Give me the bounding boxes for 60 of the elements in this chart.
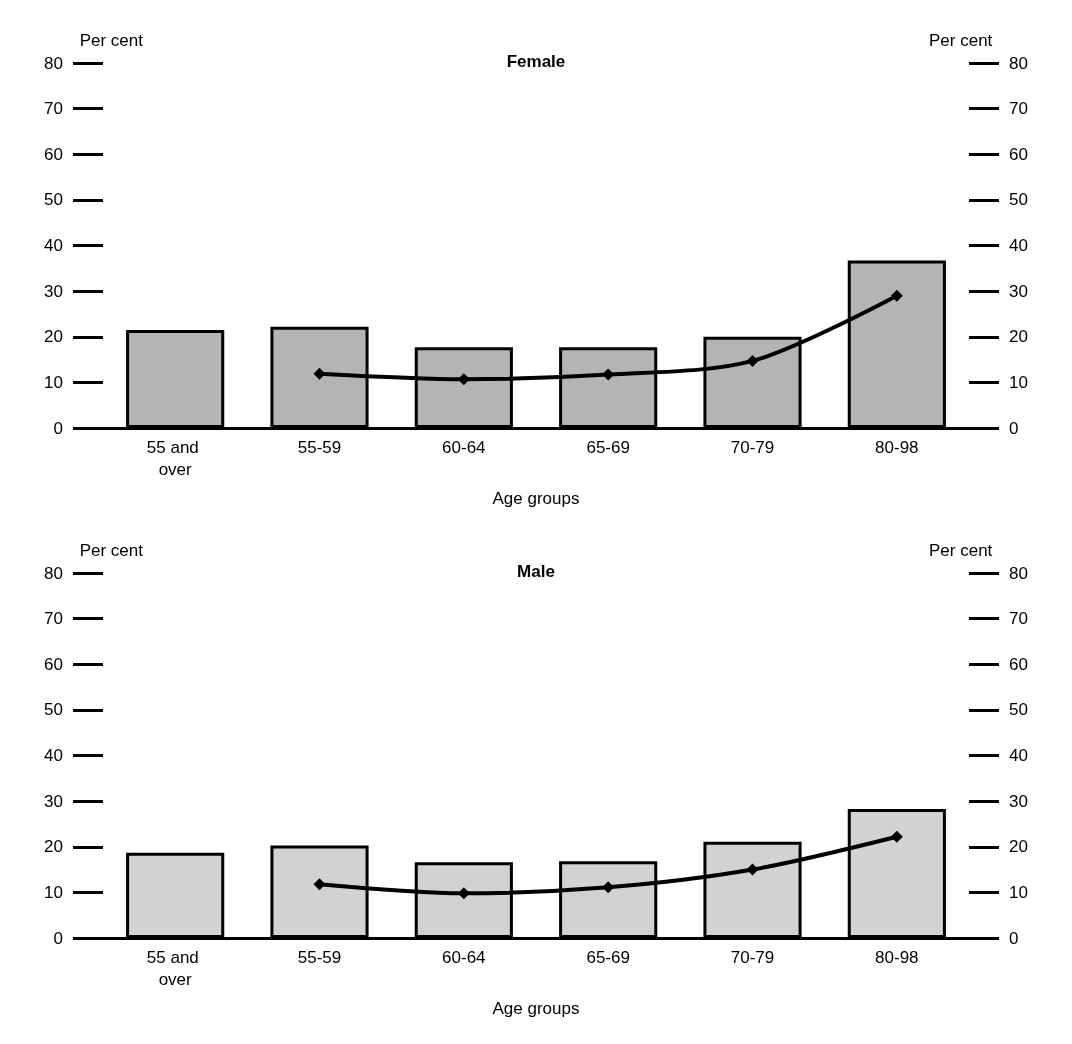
y2-tick-label: 30: [1009, 791, 1028, 811]
y-tick-label: 40: [44, 746, 63, 765]
y2-tick-label: 20: [1009, 327, 1028, 347]
point: [890, 830, 903, 843]
x-axis-title: Age groups: [492, 489, 580, 508]
y2-tick-label: 70: [1009, 99, 1028, 119]
x-axis-title: Age groups: [492, 999, 580, 1018]
x-tick-label: 70-79: [730, 437, 775, 457]
y-tick-label: 80: [44, 563, 63, 583]
y2-tick-label: 50: [1009, 700, 1028, 720]
y-tick-label: 60: [44, 144, 63, 164]
x-tick-label: 55-59: [297, 437, 342, 457]
y2-tick-label: 0: [1009, 418, 1019, 438]
point: [890, 289, 903, 302]
y2-tick-label: 60: [1009, 144, 1028, 164]
y2-tick-label: 40: [1009, 236, 1028, 255]
y2-tick-label: 70: [1009, 609, 1028, 629]
x-tick-label: 60-64: [442, 437, 486, 457]
y2-tick-label: 30: [1009, 281, 1028, 301]
y-tick-label: 70: [44, 99, 63, 119]
y-tick-label: 60: [44, 654, 63, 674]
y-tick-label: 30: [44, 281, 63, 301]
y-tick-label: 0: [53, 928, 63, 948]
x-tick-label: 80-98: [875, 437, 919, 457]
x-tick-label: 65-69: [586, 947, 630, 967]
y2-tick-label: 50: [1009, 190, 1028, 210]
y2-tick-label: 80: [1009, 53, 1028, 73]
y2-axis-title: Per cent: [929, 31, 993, 50]
y2-tick-label: 0: [1009, 928, 1019, 948]
y2-tick-label: 80: [1009, 563, 1028, 583]
y-tick-label: 10: [44, 882, 63, 902]
y2-tick-label: 60: [1009, 654, 1028, 674]
chart-title: Male: [517, 562, 555, 581]
x-tick-label: 55 and over: [146, 437, 204, 479]
x-tick-label: 60-64: [442, 947, 486, 967]
y-axis-title: Per cent: [79, 31, 144, 50]
chart-title: Female: [506, 52, 566, 71]
y-tick-label: 70: [44, 609, 63, 629]
y-tick-label: 80: [44, 53, 63, 73]
x-tick-label: 70-79: [730, 947, 775, 967]
y2-tick-label: 40: [1009, 746, 1028, 765]
x-tick-label: 65-69: [586, 437, 630, 457]
y-tick-label: 50: [44, 700, 63, 720]
y2-tick-label: 10: [1009, 372, 1028, 392]
x-tick-label: 55 and over: [146, 947, 204, 989]
y-tick-label: 0: [53, 418, 63, 438]
y2-axis-title: Per cent: [929, 541, 993, 560]
y-axis-title: Per cent: [79, 541, 144, 560]
y2-tick-label: 10: [1009, 882, 1028, 902]
point: [746, 863, 759, 876]
y-tick-label: 20: [44, 327, 63, 347]
y-tick-label: 50: [44, 190, 63, 210]
x-tick-label: 80-98: [875, 947, 919, 967]
y2-tick-label: 20: [1009, 837, 1028, 857]
x-tick-label: 55-59: [297, 947, 342, 967]
y-tick-label: 20: [44, 837, 63, 857]
y-tick-label: 30: [44, 791, 63, 811]
point: [746, 354, 759, 367]
y-tick-label: 10: [44, 372, 63, 392]
y-tick-label: 40: [44, 236, 63, 255]
